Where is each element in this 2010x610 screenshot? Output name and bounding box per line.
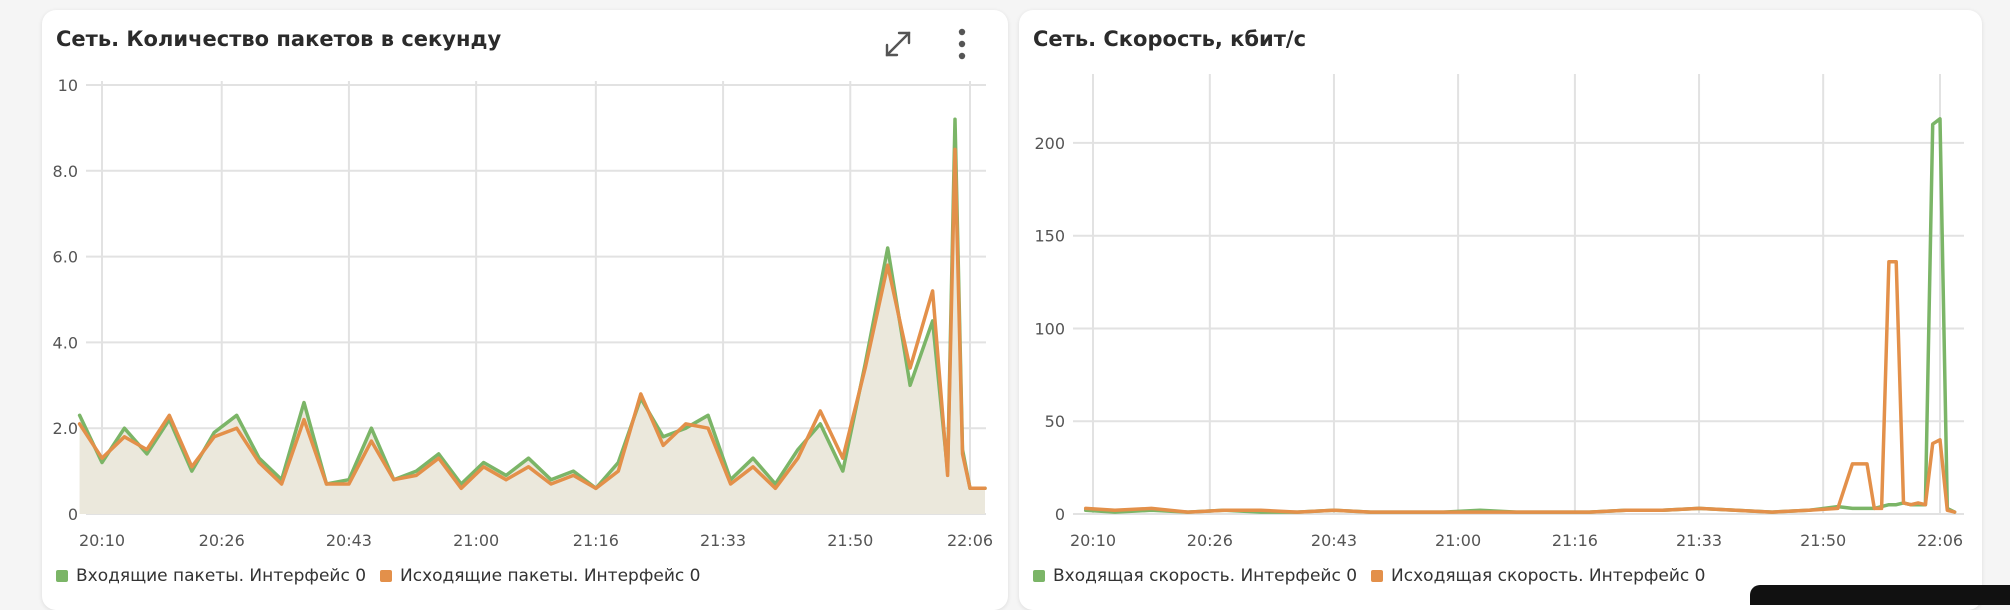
legend-label: Исходящая скорость. Интерфейс 0 — [1391, 566, 1706, 586]
corner-overlay — [1750, 585, 2010, 605]
legend-swatch-incoming — [56, 570, 68, 582]
legend-label: Входящая скорость. Интерфейс 0 — [1053, 566, 1358, 586]
legend-item-outgoing[interactable]: Исходящая скорость. Интерфейс 0 — [1371, 566, 1706, 586]
legend-item-outgoing[interactable]: Исходящие пакеты. Интерфейс 0 — [380, 566, 700, 586]
more-options-button[interactable] — [942, 24, 982, 64]
x-tick-label: 20:10 — [1070, 531, 1116, 550]
series-line-incoming — [1083, 117, 1957, 514]
y-tick-label: 100 — [1034, 319, 1065, 338]
panel-title: Сеть. Количество пакетов в секунду — [56, 27, 502, 51]
series-line-outgoing — [1083, 259, 1957, 514]
x-tick-label: 22:06 — [1917, 531, 1963, 550]
chart-panel-packets: Сеть. Количество пакетов в секунду 10 8.0… — [42, 10, 1008, 610]
y-tick-label: 6.0 — [53, 248, 78, 267]
legend-swatch-incoming — [1033, 570, 1045, 582]
x-tick-label: 21:16 — [573, 531, 619, 550]
legend-swatch-outgoing — [380, 570, 393, 582]
area-fill — [79, 119, 985, 515]
chart-panel-speed: Сеть. Скорость, кбит/с 200 150 100 50 0 20:10… — [1019, 10, 1982, 610]
y-tick-label: 10 — [58, 76, 78, 95]
y-tick-label: 4.0 — [53, 333, 78, 352]
expand-button[interactable] — [878, 24, 918, 64]
x-tick-label: 20:26 — [199, 531, 245, 550]
legend-item-incoming[interactable]: Входящие пакеты. Интерфейс 0 — [56, 566, 366, 586]
x-tick-label: 21:50 — [827, 531, 873, 550]
x-tick-label: 22:06 — [947, 531, 993, 550]
legend-label: Исходящие пакеты. Интерфейс 0 — [400, 566, 701, 586]
y-tick-label: 0 — [1055, 505, 1065, 524]
x-tick-label: 20:43 — [1311, 531, 1357, 550]
y-tick-label: 0 — [68, 505, 78, 524]
x-tick-label: 21:00 — [453, 531, 499, 550]
panel-title: Сеть. Скорость, кбит/с — [1033, 27, 1307, 51]
series-line-incoming — [77, 117, 987, 491]
y-tick-label: 150 — [1034, 227, 1065, 246]
more-vertical-icon — [958, 28, 966, 60]
legend: Входящие пакеты. Интерфейс 0 Исходящие п… — [56, 566, 714, 586]
legend: Входящая скорость. Интерфейс 0 Исходящая… — [1033, 566, 1720, 586]
x-tick-label: 21:33 — [1676, 531, 1722, 550]
x-tick-label: 21:50 — [1800, 531, 1846, 550]
packets-chart: 10 8.0 6.0 4.0 2.0 020:10 20:26 20:43 21:00 21:16… — [53, 76, 994, 550]
x-tick-label: 21:00 — [1435, 531, 1481, 550]
y-tick-label: 8.0 — [53, 162, 78, 181]
y-tick-label: 200 — [1034, 134, 1065, 153]
y-tick-label: 50 — [1045, 412, 1065, 431]
legend-item-incoming[interactable]: Входящая скорость. Интерфейс 0 — [1033, 566, 1357, 586]
legend-label: Входящие пакеты. Интерфейс 0 — [76, 566, 367, 586]
x-tick-label: 20:43 — [326, 531, 372, 550]
x-tick-label: 21:33 — [700, 531, 746, 550]
expand-icon — [885, 31, 911, 57]
x-tick-label: 21:16 — [1552, 531, 1598, 550]
x-tick-label: 20:26 — [1187, 531, 1233, 550]
y-tick-label: 2.0 — [53, 419, 78, 438]
x-tick-label: 20:10 — [79, 531, 125, 550]
legend-swatch-outgoing — [1371, 570, 1384, 582]
speed-chart: 200 150 100 50 0 20:10 20:26 20:43 21:00 21:16 21:… — [1034, 74, 1964, 550]
series-line-outgoing — [77, 147, 987, 491]
